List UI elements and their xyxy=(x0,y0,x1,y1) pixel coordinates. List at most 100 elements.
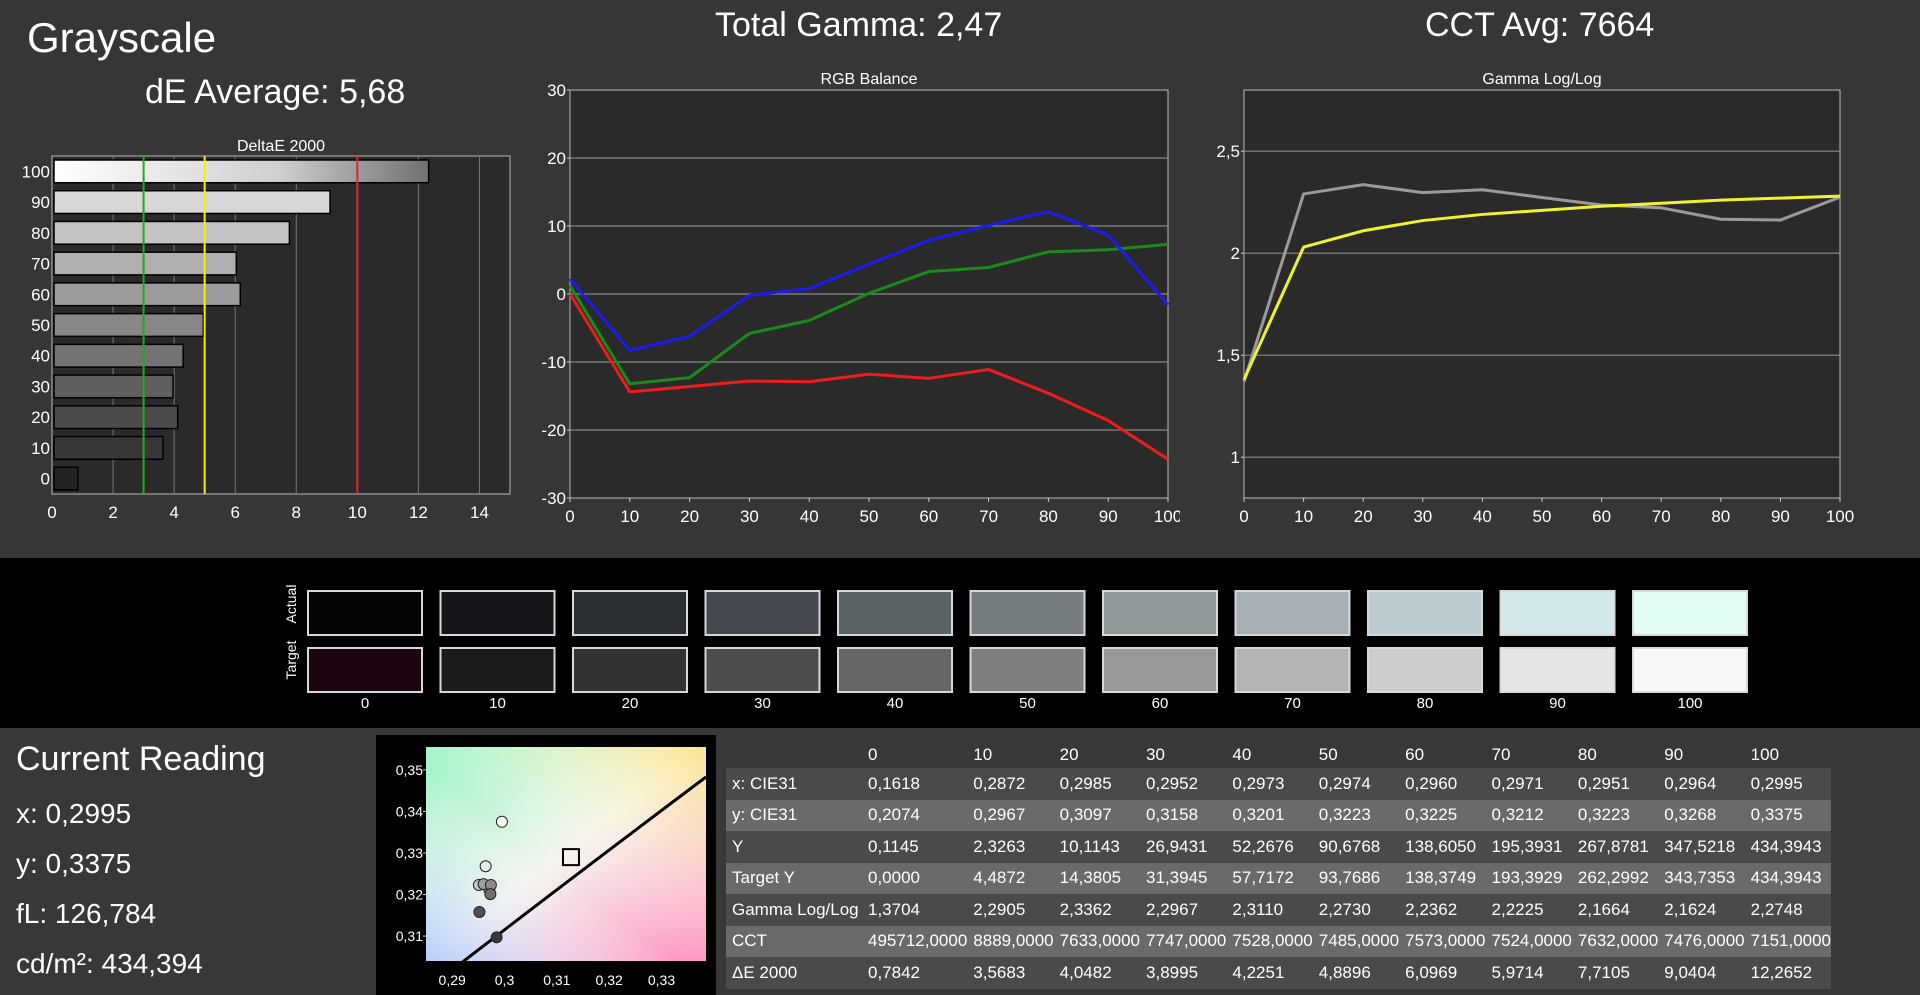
x-tick-label: 50 xyxy=(1533,507,1552,526)
target-swatch xyxy=(1234,647,1351,693)
y-tick-label: 30 xyxy=(31,377,50,396)
table-cell: 2,1664 xyxy=(1571,894,1659,926)
y-tick-label: 0,35 xyxy=(396,762,423,778)
y-tick-label: 100 xyxy=(22,162,50,181)
table-cell: 26,9431 xyxy=(1140,831,1227,863)
table-cell: 4,8896 xyxy=(1312,957,1400,989)
table-cell: 0,3212 xyxy=(1485,799,1572,831)
y-tick-label: 0,34 xyxy=(396,803,423,819)
plot-area xyxy=(1243,89,1841,499)
x-tick-label: 0 xyxy=(1239,507,1248,526)
table-cell: 7632,0000 xyxy=(1571,925,1659,957)
table-cell: 7528,0000 xyxy=(1226,925,1313,957)
x-tick-label: 0,33 xyxy=(648,972,675,988)
x-tick-label: 0 xyxy=(47,503,56,522)
swatch-label: 90 xyxy=(1549,695,1566,712)
table-cell: 434,3943 xyxy=(1744,831,1832,863)
y-tick-label: -30 xyxy=(541,489,566,508)
bar xyxy=(53,435,164,461)
x-tick-label: 14 xyxy=(470,503,489,522)
x-tick-label: 0,29 xyxy=(439,972,466,988)
y-tick-label: 80 xyxy=(31,224,50,243)
current-reading-title: Current Reading xyxy=(16,740,266,778)
grayscale-swatches: Actual Target 0 10 20 30 40 50 60 70 80 90 100 xyxy=(283,585,1748,712)
x-tick-label: 2 xyxy=(108,503,117,522)
actual-swatch xyxy=(1632,590,1748,636)
reading-cdm2: cd/m²: 434,394 xyxy=(16,948,203,979)
y-tick-label: 0 xyxy=(557,285,566,304)
table-cell: 2,3362 xyxy=(1053,894,1141,926)
x-tick-label: 0 xyxy=(565,507,574,526)
y-tick-label: 10 xyxy=(31,439,50,458)
x-tick-label: 40 xyxy=(800,507,819,526)
table-cell: 0,3097 xyxy=(1053,799,1141,831)
table-cell: 0,2985 xyxy=(1053,768,1141,800)
bar xyxy=(53,251,238,276)
x-tick-label: 90 xyxy=(1771,507,1790,526)
table-cell: 0,3201 xyxy=(1226,799,1313,831)
cie-gamut-overlay xyxy=(426,747,706,961)
table-cell: 6,0969 xyxy=(1399,957,1486,989)
table-cell: 3,8995 xyxy=(1140,957,1227,989)
x-tick-label: 10 xyxy=(1294,507,1313,526)
table-column-header: 40 xyxy=(1232,745,1252,764)
table-cell: 7524,0000 xyxy=(1485,925,1572,957)
table-row: Y 0,1145 2,3263 10,1143 26,9431 52,2676 90,676… xyxy=(726,831,1832,863)
x-tick-label: 50 xyxy=(860,507,879,526)
chart-title: DeltaE 2000 xyxy=(237,138,325,155)
table-cell: 0,2960 xyxy=(1399,768,1486,800)
y-tick-label: 1 xyxy=(1231,448,1240,467)
table-cell: 0,1618 xyxy=(862,768,968,800)
table-column-header: 30 xyxy=(1146,745,1165,764)
series-line xyxy=(568,242,1169,386)
series-line xyxy=(1242,194,1841,381)
table-column-header: 0 xyxy=(868,745,878,764)
table-cell: 0,2074 xyxy=(862,799,968,831)
cct-average: CCT Avg: 7664 xyxy=(1425,6,1655,44)
section-title: Grayscale xyxy=(27,14,217,61)
table-cell: 57,7172 xyxy=(1226,862,1313,894)
x-tick-label: 80 xyxy=(1039,507,1058,526)
table-cell: 2,2730 xyxy=(1312,894,1400,926)
table-row: y: CIE31 0,2074 0,2967 0,3097 0,3158 0,3201 0,… xyxy=(726,799,1832,831)
table-cell: 93,7686 xyxy=(1312,862,1400,894)
table-cell: 0,7842 xyxy=(862,957,968,989)
x-tick-label: 10 xyxy=(348,503,367,522)
x-tick-label: 60 xyxy=(919,507,938,526)
actual-swatch xyxy=(1102,590,1218,636)
swatch-label: 30 xyxy=(754,695,771,712)
x-tick-label: 30 xyxy=(740,507,759,526)
target-swatch xyxy=(572,647,688,693)
actual-swatch xyxy=(307,590,423,636)
table-cell: 2,2225 xyxy=(1485,894,1572,926)
x-tick-label: 70 xyxy=(1652,507,1671,526)
y-tick-label: 20 xyxy=(31,408,50,427)
table-cell: 31,3945 xyxy=(1140,862,1227,894)
target-swatch xyxy=(969,647,1086,693)
table-cell: 0,3268 xyxy=(1658,799,1745,831)
y-tick-label: 2,5 xyxy=(1216,142,1240,161)
table-column-header: 100 xyxy=(1750,745,1780,764)
table-cell: 138,6050 xyxy=(1399,831,1486,863)
y-tick-label: 2 xyxy=(1231,244,1240,263)
actual-swatch xyxy=(572,590,688,636)
bar xyxy=(53,374,174,399)
table-cell: 14,3805 xyxy=(1053,862,1141,894)
table-cell: 3,5683 xyxy=(967,957,1054,989)
table-cell: 2,2905 xyxy=(967,894,1054,926)
x-tick-label: 6 xyxy=(230,503,239,522)
reading-point xyxy=(490,931,503,944)
actual-swatch xyxy=(969,590,1086,636)
table-cell: 0,2872 xyxy=(967,768,1054,800)
x-tick-label: 0,31 xyxy=(543,972,570,988)
actual-swatch xyxy=(1367,590,1483,636)
swatch-label: 20 xyxy=(622,695,639,712)
table-cell: 4,4872 xyxy=(967,862,1054,894)
table-cell: 0,2951 xyxy=(1571,768,1659,800)
bar xyxy=(53,220,291,245)
table-cell: 7476,0000 xyxy=(1658,925,1745,957)
row-label: Target Y xyxy=(726,862,862,894)
target-swatch xyxy=(1499,647,1616,693)
table-cell: 0,3223 xyxy=(1312,799,1400,831)
